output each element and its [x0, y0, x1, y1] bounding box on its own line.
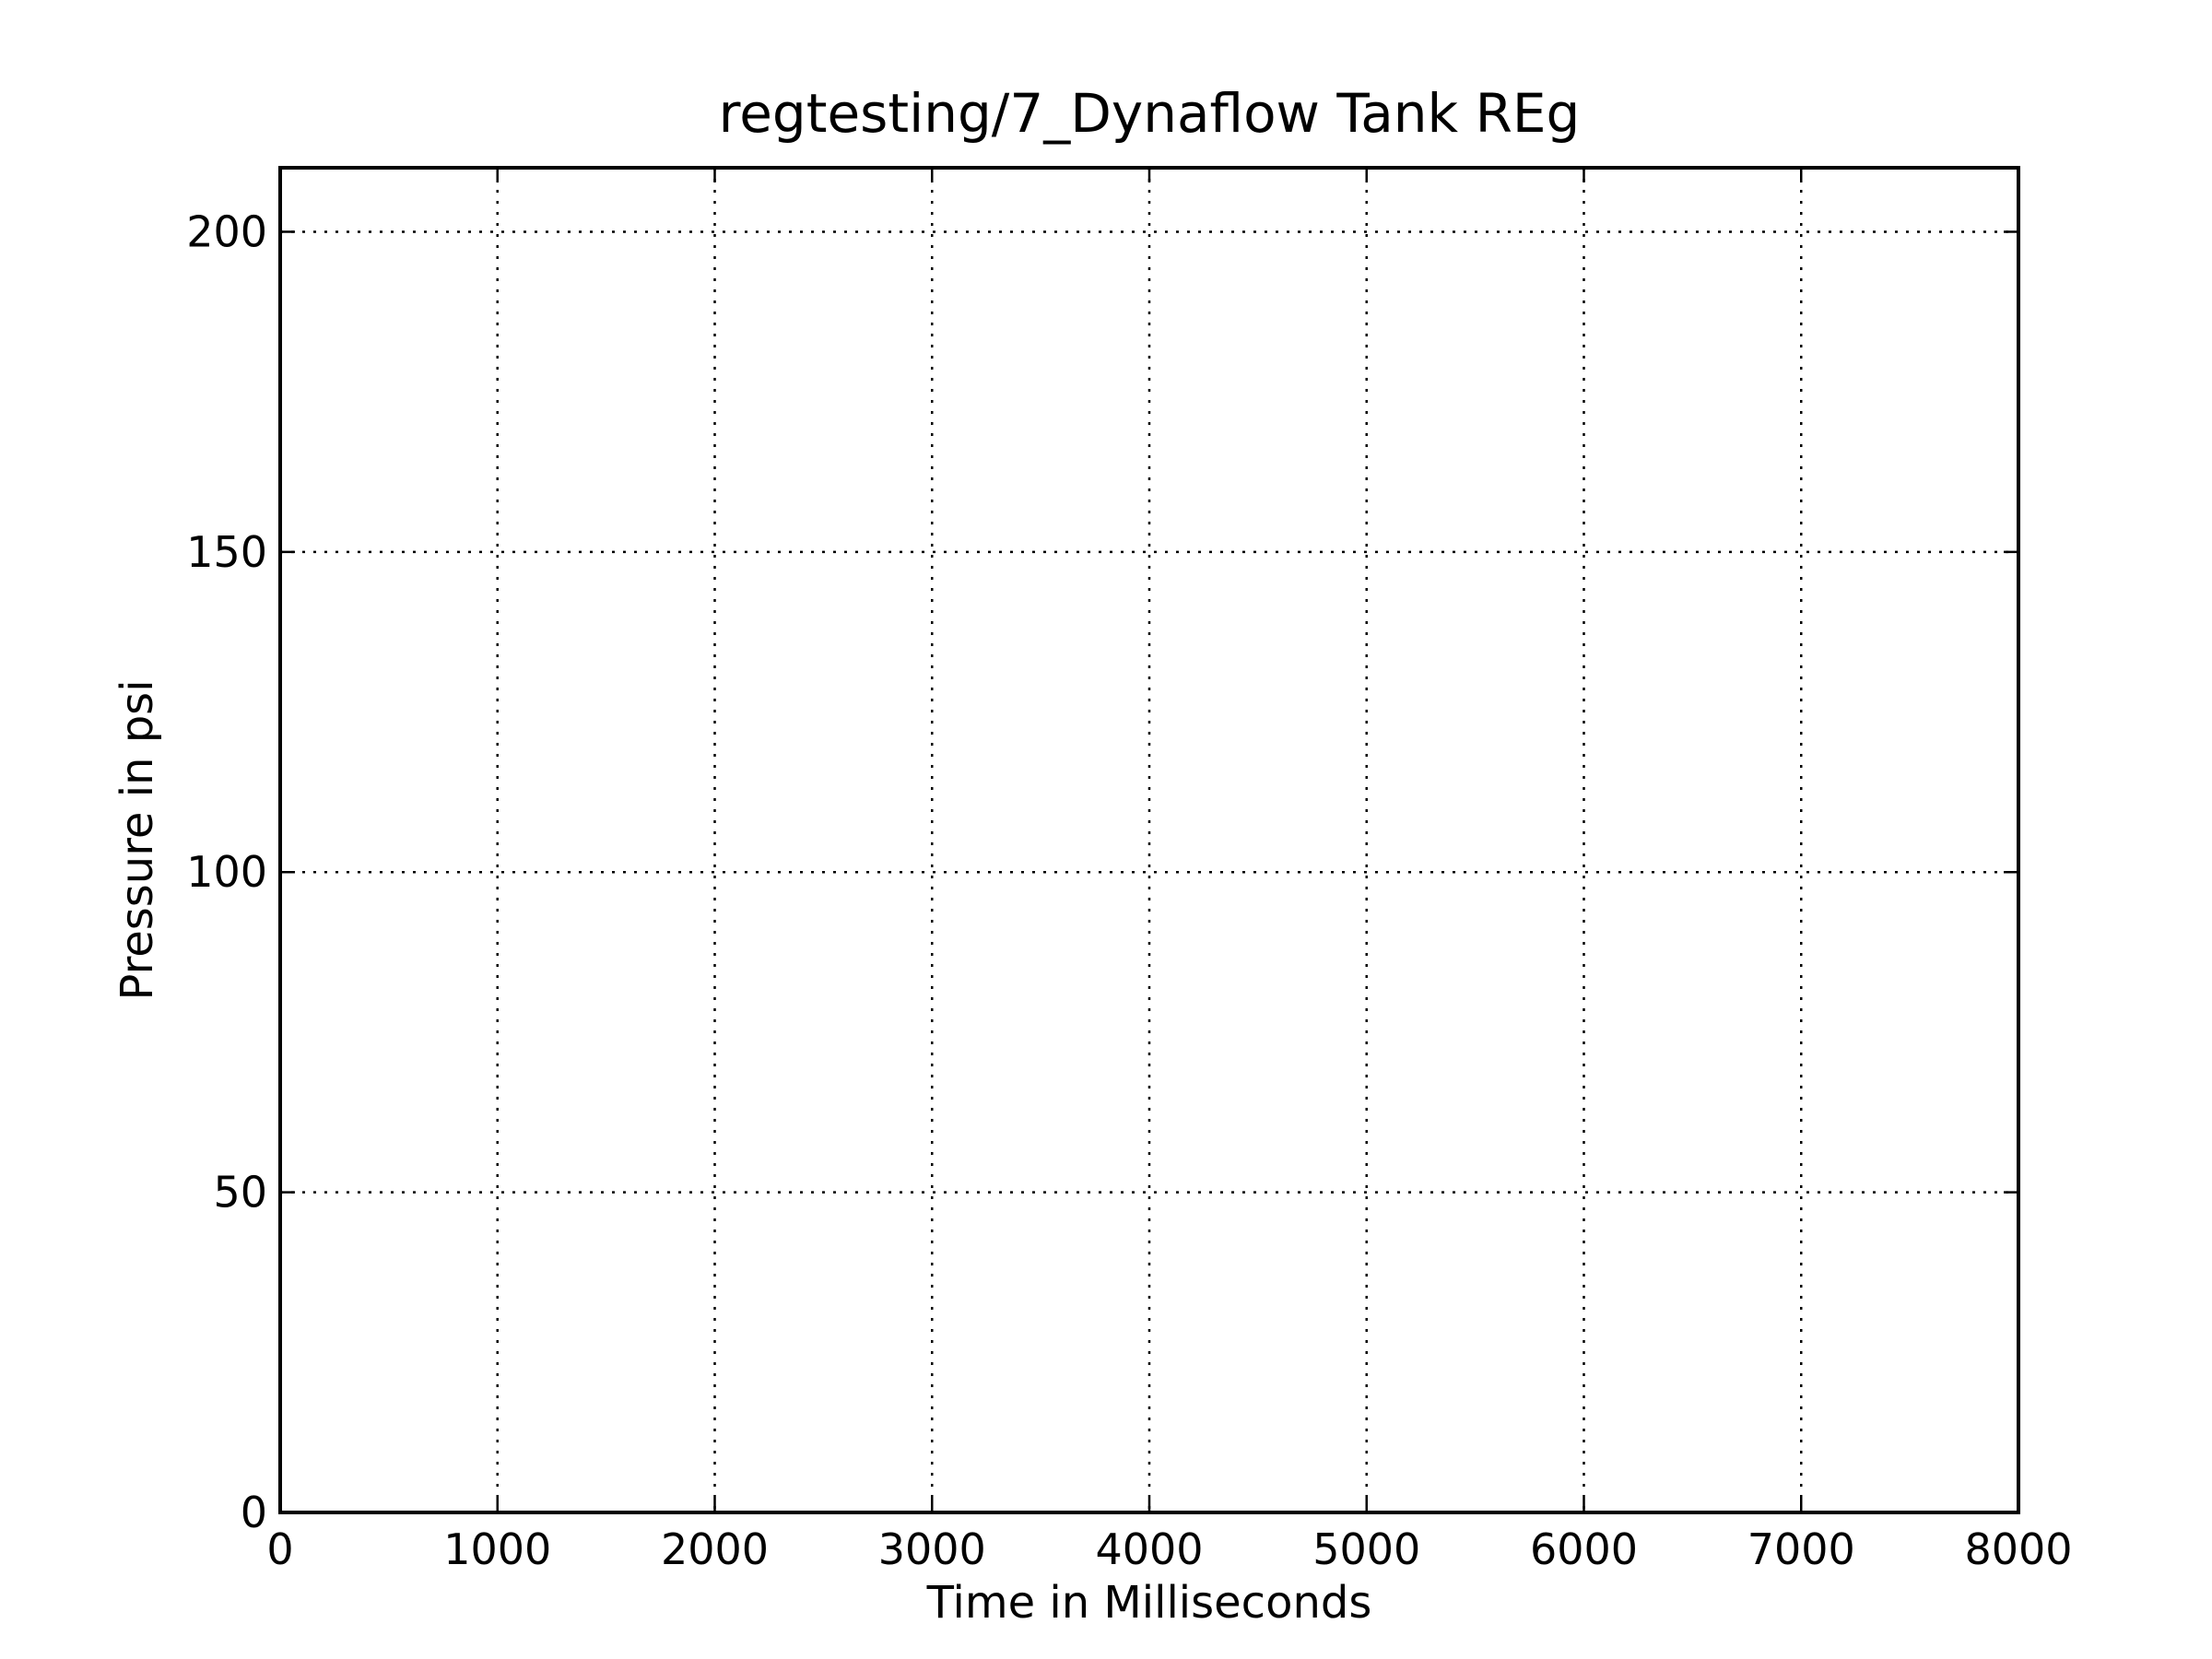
- y-tick-label: 100: [186, 847, 267, 897]
- plot-area-frame: [278, 166, 2020, 1514]
- y-tick-label: 50: [213, 1168, 267, 1218]
- x-tick-label: 0: [266, 1524, 293, 1574]
- tick-labels: 0 1000 2000 3000 4000 5000 6000 7000 8000 0 50 100 1…: [186, 206, 2072, 1574]
- grid-lines: [280, 168, 2018, 1512]
- x-tick-label: 7000: [1747, 1524, 1855, 1574]
- y-axis-label: Pressure in psi: [112, 679, 163, 1000]
- y-tick-label: 200: [186, 206, 267, 256]
- x-tick-label: 5000: [1312, 1524, 1420, 1574]
- y-tick-label: 0: [241, 1488, 267, 1537]
- y-tick-label: 150: [186, 527, 267, 577]
- chart-title: regtesting/7_Dynaflow Tank REg: [719, 82, 1581, 145]
- x-tick-label: 4000: [1095, 1524, 1203, 1574]
- x-tick-label: 3000: [878, 1524, 986, 1574]
- x-tick-label: 1000: [443, 1524, 551, 1574]
- x-tick-label: 8000: [1964, 1524, 2072, 1574]
- x-tick-label: 6000: [1530, 1524, 1638, 1574]
- x-axis-label: Time in Milliseconds: [926, 1577, 1372, 1629]
- x-tick-label: 2000: [661, 1524, 769, 1574]
